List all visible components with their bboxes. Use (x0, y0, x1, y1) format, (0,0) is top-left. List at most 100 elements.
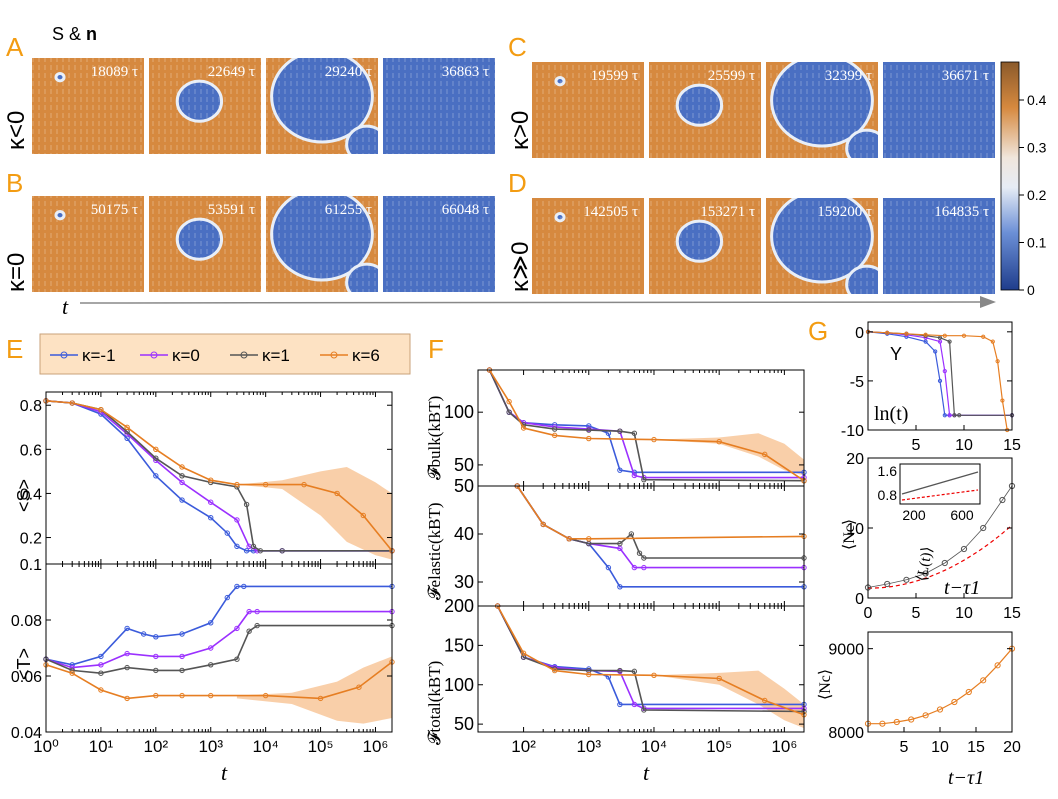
f-total-ylabel: 𝓕total(kBT) (425, 661, 444, 745)
colorbar-tick-label: 0 (1027, 282, 1035, 298)
data-point (262, 481, 269, 488)
data-point (952, 413, 957, 418)
inset-y-tick: 0.8 (878, 487, 898, 503)
data-point (153, 473, 159, 479)
snapshot-time-label: 50175 τ (91, 202, 138, 218)
panel-letter-g: G (808, 316, 828, 346)
s-and-n-title: S & n (52, 24, 97, 44)
data-point (586, 536, 592, 542)
data-point (98, 687, 104, 693)
data-point (641, 564, 647, 571)
y-tick-label: 0.06 (11, 669, 42, 686)
legend-item: κ=1 (230, 346, 290, 365)
snapshot-time-label: 19599 τ (591, 68, 638, 84)
data-point (884, 580, 891, 588)
data-point (234, 543, 240, 550)
y-tick-label: 0 (855, 591, 864, 608)
data-point (179, 479, 185, 486)
y-tick-label: 100 (444, 402, 474, 422)
uncertainty-band (236, 656, 392, 724)
x-tick-label: 15 (1003, 437, 1021, 454)
data-point (636, 550, 643, 556)
data-point (124, 664, 130, 671)
data-point (179, 464, 185, 470)
data-point (617, 667, 623, 674)
data-point (246, 628, 252, 634)
snapshot-c-3: 32399 τ (766, 62, 878, 158)
data-point (641, 476, 647, 483)
data-point (98, 670, 104, 676)
data-point (179, 667, 185, 674)
series-line-k1 (867, 485, 1013, 588)
y-tick-label: 10 (846, 521, 864, 538)
time-arrow-line (79, 301, 983, 304)
data-point (234, 656, 240, 662)
y-tick-label: 0.6 (20, 442, 42, 459)
data-point (631, 472, 638, 479)
data-point (641, 707, 647, 713)
time-arrow-head (980, 296, 996, 308)
x-tick-label: 5 (900, 739, 909, 756)
data-point (651, 672, 657, 678)
series-line-k6 (867, 331, 1008, 431)
data-point (942, 368, 947, 374)
data-point (224, 530, 230, 536)
legend-box (39, 333, 411, 375)
snapshot-d-3: 159200 τ (766, 198, 878, 294)
data-point (631, 564, 638, 571)
data-point (540, 521, 546, 528)
data-point (957, 413, 962, 418)
snapshot-a-4: 36863 τ (383, 58, 495, 154)
x-tick-label: 10⁶ (771, 737, 797, 756)
y-tick-label: 30 (454, 572, 474, 592)
data-point (922, 570, 929, 577)
y-tick-label: 0.8 (20, 398, 42, 415)
inset-x-tick: 600 (950, 507, 974, 523)
inset-x-tick: 200 (902, 507, 926, 523)
data-point (980, 677, 987, 684)
colorbar-ticks: 0.4 0.3 0.2 0.1 0 (1019, 92, 1047, 298)
data-point (243, 548, 250, 554)
g-nc6-ylabel: ⟨Nc⟩ (817, 669, 834, 700)
snapshot-time-label: 66048 τ (442, 202, 489, 218)
svg-text:κ=1: κ=1 (262, 346, 290, 365)
snapshot-time-label: 142505 τ (583, 204, 638, 220)
data-point (586, 671, 592, 678)
svg-text:κ=-1: κ=-1 (82, 346, 116, 365)
data-point (941, 559, 948, 567)
data-point (641, 555, 647, 561)
g-inset-axes (899, 463, 981, 505)
data-point (234, 481, 240, 488)
data-point (922, 712, 929, 719)
y-tick-label: 0.08 (11, 613, 42, 630)
data-point (617, 540, 623, 547)
data-point (140, 631, 147, 637)
data-point (360, 512, 366, 519)
data-point (617, 701, 623, 708)
data-point (98, 406, 104, 413)
snapshot-time-label: 36863 τ (442, 64, 489, 80)
data-point (942, 413, 947, 418)
data-point (257, 548, 264, 554)
inset-series-gray (901, 471, 979, 495)
x-tick-label: 10 (955, 605, 973, 622)
data-point (904, 331, 909, 336)
g-nc6-xlabel: t−τ1 (948, 767, 984, 789)
snapshots-row-a: 18089 τ 22649 τ 29240 τ 36863 τ (32, 58, 495, 154)
snapshot-b-1: 50175 τ (32, 196, 144, 292)
x-tick-label: 10⁵ (706, 737, 732, 756)
y-tick-label: 0 (855, 325, 864, 342)
data-point (628, 531, 635, 537)
uncertainty-band (236, 467, 392, 560)
data-point (317, 695, 324, 702)
g-nc-xlabel: t−τ1 (944, 577, 980, 599)
data-point (651, 436, 657, 443)
data-point (254, 622, 260, 629)
series-line-k6 (496, 605, 805, 716)
legend-item: κ=6 (320, 346, 380, 365)
series-line-k-1 (488, 369, 804, 474)
panel-letter-f: F (428, 334, 444, 364)
